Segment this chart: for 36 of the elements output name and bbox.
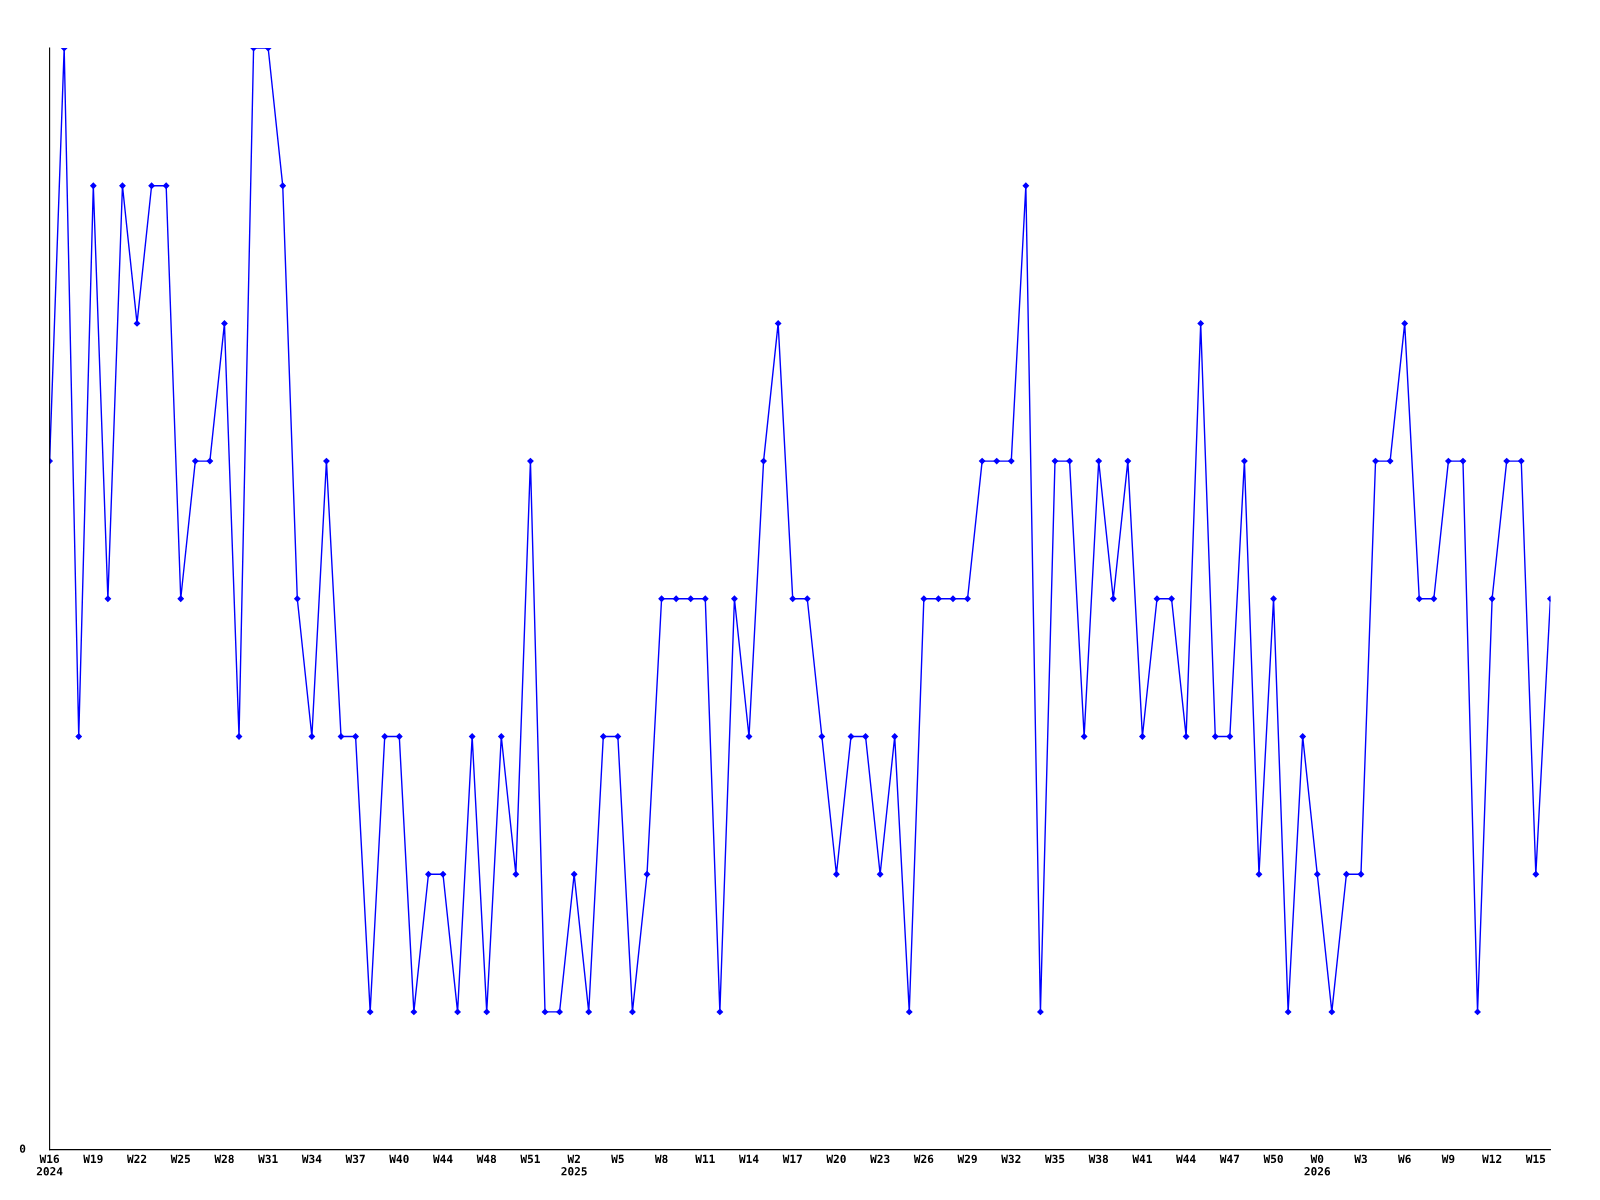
x-tick-label: W22	[126, 1154, 147, 1163]
x-tick-label: W3	[1354, 1154, 1367, 1164]
x-tick-label: W25	[170, 1154, 191, 1164]
x-tick-label: W34	[301, 1154, 322, 1164]
x-tick-label: W47	[1219, 1154, 1240, 1163]
x-tick-label: W16 2024	[36, 1154, 63, 1176]
x-tick-label: W5	[611, 1154, 624, 1164]
x-tick-label: W32	[1001, 1154, 1021, 1164]
x-tick-label: W31	[258, 1154, 278, 1164]
x-tick-label: W15	[1525, 1154, 1546, 1164]
x-tick-label: W20	[826, 1154, 846, 1164]
x-tick-label: W38	[1088, 1154, 1109, 1164]
x-tick-label: W9	[1441, 1154, 1455, 1164]
x-tick-label: W28	[214, 1154, 234, 1164]
x-tick-label: W12	[1482, 1154, 1502, 1163]
x-tick-label: W2 2025	[561, 1154, 587, 1176]
x-tick-label: W51	[520, 1154, 540, 1164]
text: 0	[19, 1144, 26, 1153]
x-tick-label: W8	[654, 1154, 668, 1164]
x-tick-label: W35	[1044, 1154, 1065, 1164]
x-tick-label: W19	[83, 1154, 103, 1164]
x-tick-label: W29	[957, 1154, 977, 1164]
x-tick-label: W23	[870, 1154, 890, 1164]
x-tick-label: W37	[345, 1154, 365, 1164]
x-tick-label: W48	[476, 1154, 497, 1164]
x-tick-label: W26	[913, 1154, 934, 1164]
x-tick-label: W6	[1398, 1154, 1411, 1164]
x-tick-label: W50	[1263, 1154, 1283, 1164]
x-tick-label: W0 2026	[1304, 1154, 1331, 1176]
x-tick-label: W44	[432, 1154, 453, 1163]
x-tick-label: W40	[389, 1154, 409, 1164]
x-tick-label: W41	[1132, 1154, 1152, 1163]
x-tick-label: W11	[695, 1154, 715, 1163]
x-tick-label: W44	[1176, 1154, 1196, 1163]
x-tick-label: W17	[782, 1154, 802, 1163]
x-tick-label: W14	[738, 1154, 759, 1163]
